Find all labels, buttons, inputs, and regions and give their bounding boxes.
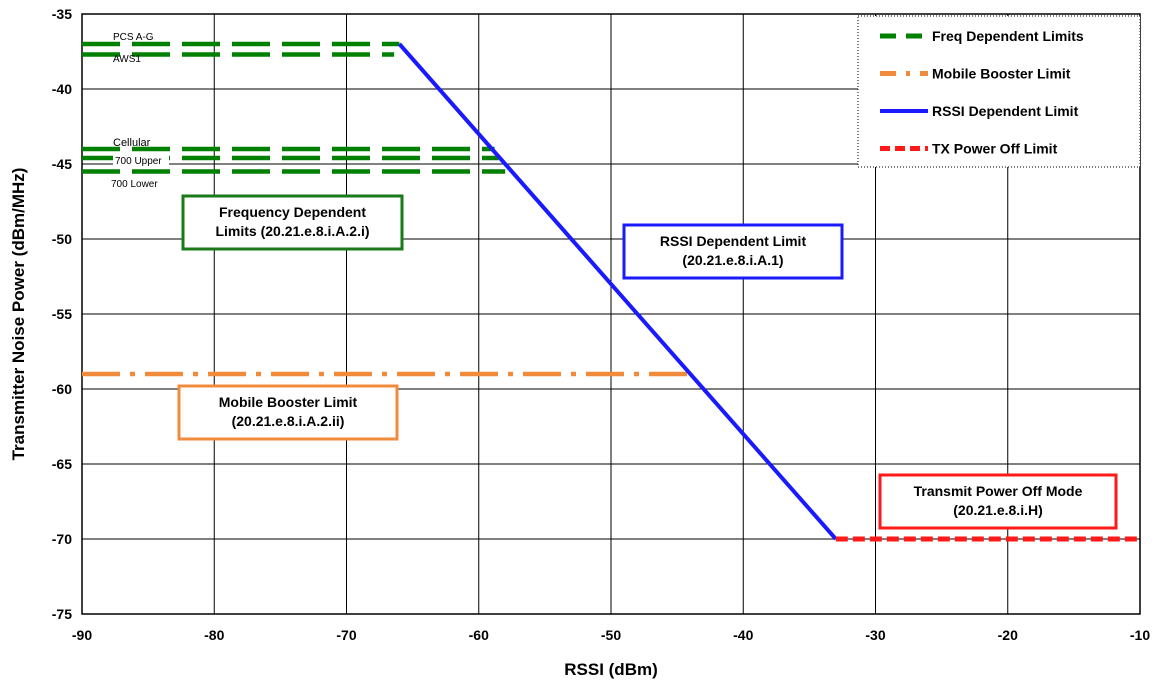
y-tick-label: -50 — [52, 231, 72, 247]
callout-text: (20.21.e.8.i.A.1) — [682, 252, 783, 268]
y-tick-label: -40 — [52, 81, 72, 97]
x-axis: -90 -80 -70 -60 -50 -40 -30 -20 -10 — [72, 627, 1150, 643]
y-tick-label: -75 — [52, 606, 72, 622]
callout-text: (20.21.e.8.i.H) — [953, 502, 1043, 518]
callout-box — [878, 473, 1118, 530]
callout-box — [181, 194, 404, 251]
callout-text: Frequency Dependent — [219, 204, 366, 220]
legend-label: Mobile Booster Limit — [932, 66, 1071, 82]
y-tick-label: -60 — [52, 381, 72, 397]
callout-text: Mobile Booster Limit — [219, 394, 358, 410]
x-tick-label: -40 — [733, 627, 753, 643]
x-tick-label: -20 — [998, 627, 1018, 643]
series-tag-label: 700 Upper — [115, 156, 162, 167]
callout-box — [622, 223, 844, 280]
legend: Freq Dependent Limits Mobile Booster Limi… — [857, 15, 1141, 168]
x-tick-label: -10 — [1130, 627, 1150, 643]
callout-text: Limits (20.21.e.8.i.A.2.i) — [215, 223, 369, 239]
legend-label: RSSI Dependent Limit — [932, 103, 1079, 119]
series-tag-label: 700 Lower — [111, 179, 158, 190]
y-axis: -35 -40 -45 -50 -55 -60 -65 -70 -75 — [52, 6, 72, 622]
callout-text: (20.21.e.8.i.A.2.ii) — [232, 413, 345, 429]
callout-text: RSSI Dependent Limit — [660, 233, 807, 249]
y-tick-label: -55 — [52, 306, 72, 322]
rssi-dependent-limit-line — [397, 42, 838, 541]
series-tag-label: Cellular — [113, 137, 151, 149]
callout-text: Transmit Power Off Mode — [914, 483, 1083, 499]
y-tick-label: -35 — [52, 6, 72, 22]
y-tick-label: -70 — [52, 531, 72, 547]
callout-box — [177, 384, 399, 441]
x-tick-label: -50 — [601, 627, 621, 643]
y-tick-label: -65 — [52, 456, 72, 472]
x-tick-label: -90 — [72, 627, 92, 643]
plot-frame — [81, 13, 1141, 615]
annotations: Frequency Dependent Limits (20.21.e.8.i.A… — [177, 194, 1118, 530]
legend-frame — [857, 15, 1141, 168]
series — [82, 41, 1140, 542]
series-tags: PCS A-G AWS1 Cellular 700 Upper 700 Lower — [111, 32, 169, 190]
legend-label: Freq Dependent Limits — [932, 28, 1084, 44]
series-tag-label: PCS A-G — [113, 32, 154, 43]
x-axis-title: RSSI (dBm) — [564, 660, 658, 679]
x-tick-label: -30 — [865, 627, 885, 643]
x-tick-label: -70 — [336, 627, 356, 643]
x-tick-label: -80 — [204, 627, 224, 643]
series-tag-label: AWS1 — [113, 54, 141, 65]
series-tag-bg — [113, 154, 169, 167]
y-axis-title: Transmitter Noise Power (dBm/MHz) — [9, 168, 28, 461]
x-tick-label: -60 — [469, 627, 489, 643]
y-tick-label: -45 — [52, 156, 72, 172]
legend-label: TX Power Off Limit — [932, 141, 1058, 157]
